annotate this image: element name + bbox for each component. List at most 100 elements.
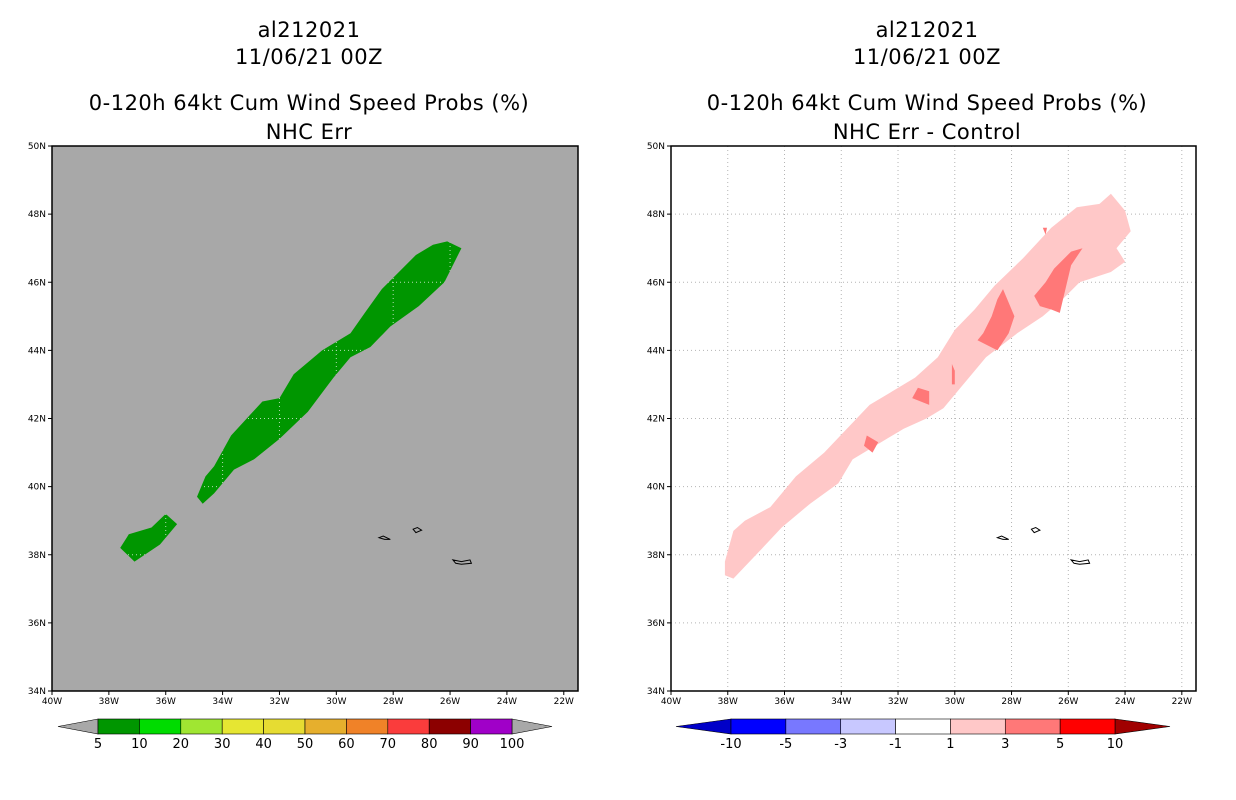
- prob-region-5-10: [120, 513, 178, 562]
- colorbar-arrow-left: [57, 718, 99, 735]
- y-tick-label: 42N: [647, 415, 665, 425]
- colorbar-swatch: [1004, 718, 1061, 735]
- y-tick-label: 48N: [647, 210, 665, 220]
- colorbar-arrow-right: [511, 718, 553, 735]
- colorbar-label: 5: [94, 737, 102, 752]
- prob-region-3-5: [951, 364, 955, 385]
- x-tick-label: 22W: [554, 697, 574, 707]
- y-tick-label: 44N: [28, 346, 46, 356]
- colorbar-label: 60: [338, 737, 355, 752]
- colorbar-label: 90: [462, 737, 479, 752]
- colorbar-label: 40: [255, 737, 272, 752]
- y-tick-label: 46N: [28, 278, 46, 288]
- colorbar-label: -3: [834, 737, 847, 752]
- colorbar-swatch: [221, 718, 264, 735]
- x-tick-label: 30W: [945, 697, 965, 707]
- x-tick-label: 22W: [1172, 697, 1192, 707]
- y-tick-label: 42N: [28, 415, 46, 425]
- x-tick-label: 36W: [774, 697, 794, 707]
- prob-region-3-5: [977, 289, 1015, 351]
- x-tick-label: 36W: [156, 697, 176, 707]
- panel-nhc-err: al212021 11/06/21 00Z 0-120h 64kt Cum Wi…: [28, 18, 579, 752]
- map-plot: 40W 38W 36W 34W 32W 30W 28W 26W 24W 22W 34N 36N 38N 4…: [647, 142, 1197, 707]
- storm-id: al212021: [875, 18, 979, 42]
- x-tick-label: 38W: [99, 697, 119, 707]
- x-tick-label: 40W: [661, 697, 681, 707]
- x-tick-label: 38W: [718, 697, 738, 707]
- colorbar-label: 10: [131, 737, 148, 752]
- colorbar-label: 3: [1001, 737, 1009, 752]
- island-outline: [451, 559, 473, 565]
- colorbar-label: 80: [421, 737, 438, 752]
- colorbar-arrow-right: [1114, 718, 1171, 735]
- colorbar-label: -1: [889, 737, 902, 752]
- island-outline: [1069, 559, 1091, 565]
- chart-title: 0-120h 64kt Cum Wind Speed Probs (%): [88, 91, 530, 115]
- colorbar-swatch: [263, 718, 306, 735]
- y-tick-label: 50N: [28, 142, 46, 152]
- prob-region-1-3: [724, 193, 1131, 579]
- colorbar-label: 70: [380, 737, 397, 752]
- x-tick-label: 28W: [1001, 697, 1021, 707]
- colorbar-swatch: [428, 718, 471, 735]
- x-tick-label: 30W: [326, 697, 346, 707]
- datetime: 11/06/21 00Z: [234, 45, 384, 69]
- y-tick-label: 44N: [647, 346, 665, 356]
- chart-title: 0-120h 64kt Cum Wind Speed Probs (%): [706, 91, 1148, 115]
- colorbar-swatch: [304, 718, 347, 735]
- colorbar-swatch: [1059, 718, 1116, 735]
- colorbar-label: 10: [1107, 737, 1124, 752]
- y-tick-label: 40N: [28, 483, 46, 493]
- island-outline: [995, 535, 1009, 540]
- y-tick-label: 34N: [28, 687, 46, 697]
- colorbar-label: 50: [297, 737, 314, 752]
- y-tick-label: 38N: [647, 551, 665, 561]
- x-tick-label: 26W: [440, 697, 460, 707]
- colorbar-swatch: [387, 718, 430, 735]
- colorbar-label: -10: [720, 737, 741, 752]
- datetime: 11/06/21 00Z: [852, 45, 1002, 69]
- map-plot: 40W 38W 36W 34W 32W 30W 28W 26W 24W 22W 34N 36N 38N 4…: [28, 142, 579, 707]
- plot-background: [52, 146, 578, 691]
- colorbar-swatch: [895, 718, 951, 735]
- y-tick-label: 40N: [647, 483, 665, 493]
- colorbar-swatch: [470, 718, 513, 735]
- storm-id: al212021: [257, 18, 361, 42]
- y-tick-label: 48N: [28, 210, 46, 220]
- colorbar-swatch: [730, 718, 787, 735]
- x-tick-label: 24W: [497, 697, 517, 707]
- prob-region-3-5: [864, 435, 879, 453]
- panel-nhc-err-minus-control: al212021 11/06/21 00Z 0-120h 64kt Cum Wi…: [618, 0, 1236, 800]
- y-tick-label: 50N: [647, 142, 665, 152]
- x-tick-label: 26W: [1058, 697, 1078, 707]
- colorbar-swatch: [840, 718, 896, 735]
- colorbar-swatch: [180, 718, 223, 735]
- chart-subtitle: NHC Err: [265, 120, 353, 144]
- x-tick-label: 32W: [269, 697, 289, 707]
- y-tick-label: 36N: [28, 619, 46, 629]
- y-tick-label: 36N: [647, 619, 665, 629]
- colorbar-swatch: [346, 718, 389, 735]
- island-outline: [377, 535, 391, 540]
- prob-region-3-5: [912, 387, 930, 405]
- colorbar: 5 10 20 30 40 50 60 70 80 90 100: [57, 718, 553, 752]
- colorbar-label: 5: [1056, 737, 1064, 752]
- colorbar-label: 1: [946, 737, 954, 752]
- y-tick-label: 34N: [647, 687, 665, 697]
- colorbar-label: -5: [779, 737, 792, 752]
- x-tick-label: 24W: [1115, 697, 1135, 707]
- colorbar-swatch: [97, 718, 140, 735]
- prob-region-5-10: [197, 241, 462, 504]
- y-tick-label: 38N: [28, 551, 46, 561]
- chart-subtitle: NHC Err - Control: [832, 120, 1022, 144]
- x-tick-label: 34W: [212, 697, 232, 707]
- x-tick-label: 32W: [888, 697, 908, 707]
- colorbar-label: 20: [173, 737, 190, 752]
- prob-region-3-5: [1042, 227, 1047, 235]
- x-tick-label: 34W: [831, 697, 851, 707]
- prob-region-3-5: [1034, 248, 1083, 313]
- colorbar: -10 -5 -3 -1 1 3 5 10: [675, 718, 1171, 752]
- colorbar-arrow-left: [675, 718, 732, 735]
- colorbar-swatch: [139, 718, 182, 735]
- x-tick-label: 40W: [42, 697, 62, 707]
